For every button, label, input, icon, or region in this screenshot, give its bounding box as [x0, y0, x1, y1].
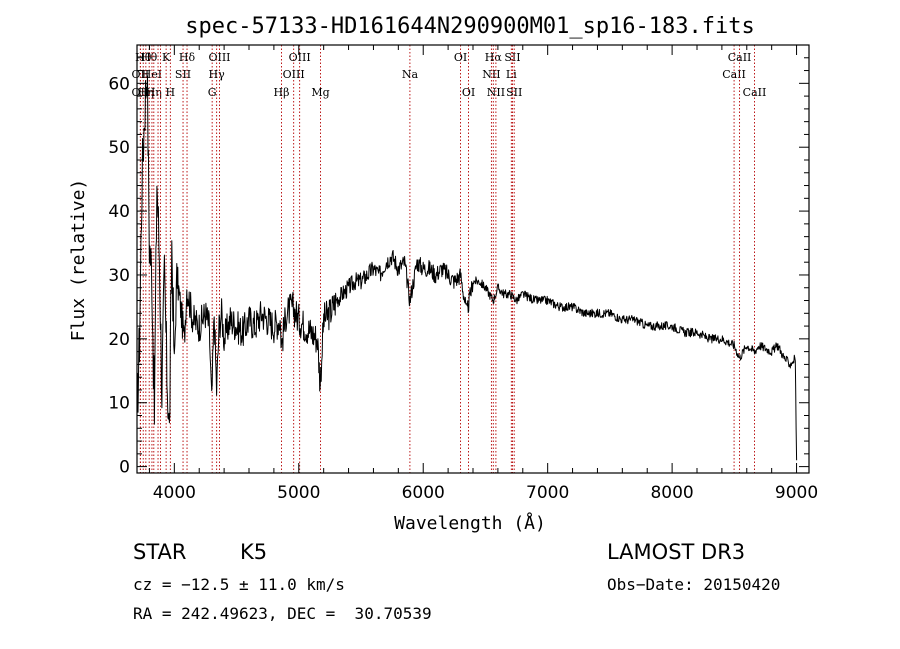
x-tick-label: 8000: [650, 483, 693, 503]
line-marker-label: OI: [462, 86, 475, 99]
y-tick-label: 50: [108, 138, 130, 158]
line-marker-label: OIII: [208, 51, 230, 64]
x-tick-label: 5000: [277, 483, 320, 503]
line-marker-label: HeI: [142, 68, 162, 81]
line-marker-label: OI: [454, 51, 467, 64]
line-marker-label: Hγ: [209, 68, 226, 81]
y-axis-label: Flux (relative): [68, 179, 89, 342]
x-axis-label: Wavelength (Å): [394, 512, 546, 534]
line-marker-label: CaII: [722, 68, 746, 81]
spectral-subclass: K5: [240, 540, 268, 564]
x-tick-label: 9000: [775, 483, 818, 503]
line-marker-label: Hβ: [274, 86, 290, 99]
obs-date-text: Obs−Date: 20150420: [607, 575, 781, 594]
survey-name: LAMOST DR3: [607, 540, 746, 564]
line-marker-label: Hθ: [135, 51, 152, 64]
line-marker-label: CaII: [728, 51, 752, 64]
line-marker-label: NII: [487, 86, 505, 99]
line-marker-label: SII: [506, 86, 522, 99]
line-marker-label: SII: [175, 68, 191, 81]
line-marker-label: Hη: [146, 86, 162, 99]
line-marker-label: OII: [132, 86, 150, 99]
y-tick-label: 0: [119, 458, 130, 478]
line-marker-label: Hθ: [141, 51, 158, 64]
line-marker-label: G: [208, 86, 217, 99]
line-marker-label: H: [166, 86, 176, 99]
y-tick-label: 10: [108, 394, 130, 414]
series-layer: [136, 75, 798, 461]
line-marker-label: OIII: [289, 51, 311, 64]
coordinates-text: RA = 242.49623, DEC = 30.70539: [133, 604, 432, 623]
line-marker-label: Na: [402, 68, 419, 81]
x-tick-label: 4000: [153, 483, 196, 503]
axes: 4000 5000 6000 7000 8000 9000 0 10 20 30 40 50 60: [108, 44, 818, 503]
x-tick-label: 6000: [402, 483, 445, 503]
line-marker-label: CaII: [743, 86, 767, 99]
y-tick-label: 60: [108, 74, 130, 94]
y-tick-label: 20: [108, 330, 130, 350]
chart-title: spec-57133-HD161644N290900M01_sp16-183.f…: [185, 14, 755, 39]
y-tick-label: 40: [108, 202, 130, 222]
y-tick-label: 30: [108, 266, 130, 286]
line-marker-label: Hδ: [179, 51, 196, 64]
line-marker-label: OIII: [283, 68, 305, 81]
object-class: STAR: [133, 540, 187, 564]
redshift-text: cz = −12.5 ± 11.0 km/s: [133, 575, 345, 594]
line-marker-label: Hα: [485, 51, 503, 64]
line-marker-label: Li: [506, 68, 517, 81]
line-marker-label: K: [162, 51, 171, 64]
plot-frame: [136, 44, 810, 474]
line-marker-label: Mg: [311, 86, 329, 99]
spectrum-line: [136, 75, 798, 461]
line-marker-label: NII: [482, 68, 500, 81]
line-markers: OIIOIIHθHηHθHeIHηKHSIIHδGHγOIIIHβOIIIOII…: [132, 45, 767, 473]
line-marker-label: SII: [504, 51, 520, 64]
x-tick-label: 7000: [526, 483, 569, 503]
